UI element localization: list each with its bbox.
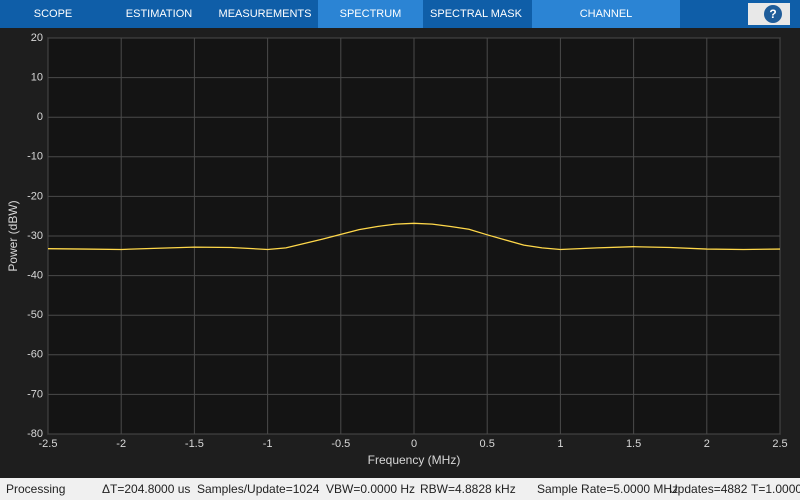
status-item: Samples/Update=1024 xyxy=(197,482,320,496)
y-tick-label: -60 xyxy=(27,349,43,361)
help-button[interactable]: ? xyxy=(748,3,790,25)
x-tick-label: -2.5 xyxy=(39,438,58,450)
status-item: ΔT=204.8000 us xyxy=(102,482,191,496)
tab[interactable]: MEASUREMENTS xyxy=(218,8,312,20)
y-tick-label: -40 xyxy=(27,270,43,282)
status-state: Processing xyxy=(6,482,66,496)
x-tick-label: 0 xyxy=(411,438,417,450)
tab[interactable]: SPECTRAL MASK xyxy=(430,8,522,20)
x-tick-label: 1.5 xyxy=(626,438,641,450)
y-tick-label: -20 xyxy=(27,190,43,202)
x-tick-label: -1.5 xyxy=(185,438,204,450)
status-item: VBW=0.0000 Hz xyxy=(326,482,416,496)
y-tick-label: -30 xyxy=(27,230,43,242)
status-item: T=1.0000 xyxy=(751,482,800,496)
status-item: RBW=4.8828 kHz xyxy=(420,482,516,496)
y-tick-label: 10 xyxy=(31,72,43,84)
y-tick-label: 20 xyxy=(31,32,43,44)
status-bar: Processing ΔT=204.8000 us Samples/Update=… xyxy=(0,478,800,500)
tab[interactable]: CHANNEL MEASUREMENTS xyxy=(532,0,680,48)
help-label: ? xyxy=(764,5,782,23)
status-item: Updates=4882 xyxy=(669,482,748,496)
tab[interactable]: ESTIMATION xyxy=(125,8,193,20)
x-tick-label: 2 xyxy=(704,438,710,450)
x-tick-label: -2 xyxy=(116,438,126,450)
status-item: Sample Rate=5.0000 MHz xyxy=(537,482,679,496)
y-axis-label: Power (dBW) xyxy=(6,200,20,271)
y-tick-label: 0 xyxy=(37,111,43,123)
x-tick-label: 1 xyxy=(557,438,563,450)
x-axis-label: Frequency (MHz) xyxy=(368,453,461,467)
data-line xyxy=(47,222,781,251)
y-tick-label: -80 xyxy=(27,428,43,440)
x-tick-label: 0.5 xyxy=(480,438,495,450)
x-tick-label: -1 xyxy=(263,438,273,450)
tab[interactable]: SPECTRUM xyxy=(318,0,423,28)
toolbar: ? SCOPE ESTIMATION MEASUREMENTS SPECTRUM SPE… xyxy=(0,0,800,48)
y-tick-label: -70 xyxy=(27,388,43,400)
y-tick-label: -10 xyxy=(27,151,43,163)
x-tick-label: -0.5 xyxy=(331,438,350,450)
x-tick-label: 2.5 xyxy=(772,438,787,450)
chart: Frequency (MHz) Power (dBW) -80 -70 -60 -50… xyxy=(6,32,787,467)
y-tick-label: -50 xyxy=(27,309,43,321)
tab[interactable]: SCOPE xyxy=(33,8,73,20)
